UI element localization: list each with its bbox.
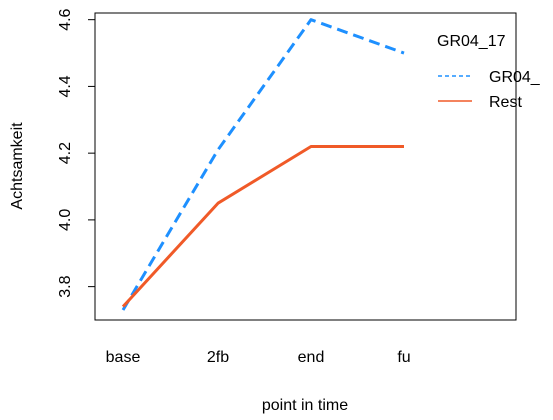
y-tick-label: 3.8: [57, 275, 74, 297]
x-tick-label: fu: [397, 349, 410, 366]
y-axis-title: Achtsamkeit: [9, 122, 26, 210]
series-layer: [121, 18, 405, 311]
x-axis-title: point in time: [262, 397, 348, 414]
legend-label-gr04: GR04_: [489, 69, 541, 86]
y-axis: 3.8 4.0 4.2 4.4 4.6: [57, 8, 95, 298]
x-axis: base 2fb end fu: [106, 349, 411, 366]
legend-title: GR04_17: [437, 33, 506, 50]
y-tick-label: 4.6: [57, 8, 74, 30]
x-tick-label: 2fb: [207, 349, 229, 366]
legend: GR04_17 GR04_ Rest: [437, 33, 541, 111]
x-tick-label: end: [298, 349, 325, 366]
y-tick-label: 4.4: [57, 75, 74, 97]
plot-area: [94, 12, 517, 321]
x-tick-label: base: [106, 349, 141, 366]
series-line-rest: [121, 144, 404, 308]
legend-label-rest: Rest: [489, 94, 522, 111]
y-tick-label: 4.2: [57, 142, 74, 164]
series-line-gr04: [121, 18, 405, 311]
y-tick-label: 4.0: [57, 209, 74, 231]
plot-frame: [94, 12, 517, 321]
